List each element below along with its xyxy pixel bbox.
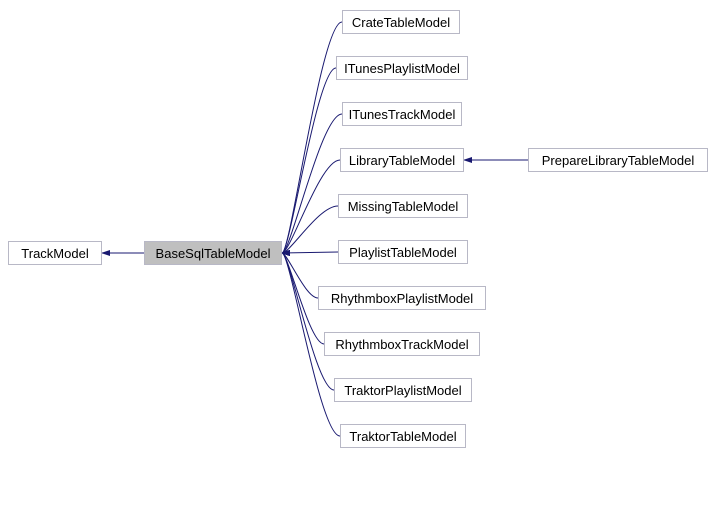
node-label: PrepareLibraryTableModel: [542, 153, 694, 168]
node-label: MissingTableModel: [348, 199, 459, 214]
node-label: PlaylistTableModel: [349, 245, 457, 260]
node-TrackModel[interactable]: TrackModel: [8, 241, 102, 265]
node-LibraryTableModel[interactable]: LibraryTableModel: [340, 148, 464, 172]
node-label: CrateTableModel: [352, 15, 450, 30]
node-RhythmboxPlaylistModel[interactable]: RhythmboxPlaylistModel: [318, 286, 486, 310]
node-MissingTableModel[interactable]: MissingTableModel: [338, 194, 468, 218]
node-label: LibraryTableModel: [349, 153, 455, 168]
node-label: ITunesPlaylistModel: [344, 61, 460, 76]
node-TraktorPlaylistModel[interactable]: TraktorPlaylistModel: [334, 378, 472, 402]
node-label: BaseSqlTableModel: [156, 246, 271, 261]
edge-TraktorPlaylistModel-to-BaseSqlTableModel: [282, 253, 334, 390]
edge-MissingTableModel-to-BaseSqlTableModel: [282, 206, 338, 253]
node-label: TraktorPlaylistModel: [344, 383, 461, 398]
node-label: TraktorTableModel: [349, 429, 456, 444]
node-label: RhythmboxTrackModel: [335, 337, 468, 352]
node-label: RhythmboxPlaylistModel: [331, 291, 473, 306]
node-RhythmboxTrackModel[interactable]: RhythmboxTrackModel: [324, 332, 480, 356]
node-label: TrackModel: [21, 246, 88, 261]
edge-ITunesTrackModel-to-BaseSqlTableModel: [282, 114, 342, 253]
edge-PlaylistTableModel-to-BaseSqlTableModel: [282, 252, 338, 253]
node-TraktorTableModel[interactable]: TraktorTableModel: [340, 424, 466, 448]
node-PrepareLibraryTableModel[interactable]: PrepareLibraryTableModel: [528, 148, 708, 172]
edge-ITunesPlaylistModel-to-BaseSqlTableModel: [282, 68, 336, 253]
node-CrateTableModel[interactable]: CrateTableModel: [342, 10, 460, 34]
node-PlaylistTableModel[interactable]: PlaylistTableModel: [338, 240, 468, 264]
edge-CrateTableModel-to-BaseSqlTableModel: [282, 22, 342, 253]
edge-LibraryTableModel-to-BaseSqlTableModel: [282, 160, 340, 253]
node-label: ITunesTrackModel: [349, 107, 456, 122]
node-ITunesPlaylistModel[interactable]: ITunesPlaylistModel: [336, 56, 468, 80]
node-BaseSqlTableModel[interactable]: BaseSqlTableModel: [144, 241, 282, 265]
node-ITunesTrackModel[interactable]: ITunesTrackModel: [342, 102, 462, 126]
edge-RhythmboxPlaylistModel-to-BaseSqlTableModel: [282, 253, 318, 298]
